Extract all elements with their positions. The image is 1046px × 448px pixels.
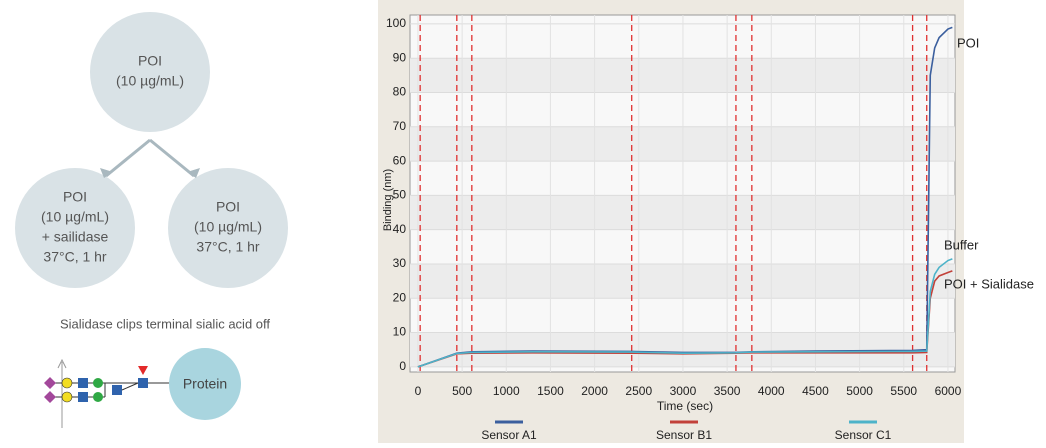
annotation: POI — [957, 35, 979, 50]
legend-label: Sensor B1 — [656, 428, 712, 442]
protein-label: Protein — [183, 376, 227, 392]
y-tick-label: 30 — [393, 256, 407, 270]
y-tick-label: 90 — [393, 50, 407, 64]
y-tick-label: 40 — [393, 222, 407, 236]
x-tick-label: 1000 — [493, 384, 520, 398]
legend-label: Sensor C1 — [835, 428, 892, 442]
node-text: POI — [216, 199, 240, 215]
x-tick-label: 3500 — [714, 384, 741, 398]
node-text: (10 µg/mL) — [116, 73, 184, 89]
x-tick-label: 5500 — [890, 384, 917, 398]
series-line — [417, 258, 953, 368]
y-tick-label: 100 — [386, 16, 406, 30]
y-axis-label: Binding (nm) — [382, 169, 394, 231]
diagram: POI (10 µg/mL) POI (10 µg/mL) + sailidas… — [15, 12, 288, 428]
x-tick-label: 3000 — [670, 384, 697, 398]
protein — [169, 348, 241, 420]
node-text: POI — [138, 53, 162, 69]
node-left — [15, 168, 135, 288]
y-tick-label: 0 — [399, 359, 406, 373]
node-top — [90, 12, 210, 132]
legend-label: Sensor A1 — [481, 428, 537, 442]
arrows — [105, 138, 195, 178]
x-tick-label: 2000 — [581, 384, 608, 398]
x-tick-label: 6000 — [935, 384, 962, 398]
y-tick-label: 70 — [393, 119, 407, 133]
x-tick-label: 5000 — [846, 384, 873, 398]
y-tick-label: 60 — [393, 153, 407, 167]
y-tick-label: 20 — [393, 290, 407, 304]
node-text: 37°C, 1 hr — [196, 239, 260, 255]
x-axis-label: Time (sec) — [657, 399, 713, 413]
node-text: POI — [63, 189, 87, 205]
y-tick-label: 80 — [393, 85, 407, 99]
node-text: (10 µg/mL) — [41, 209, 109, 225]
caption: Sialidase clips terminal sialic acid off — [60, 316, 270, 331]
x-tick-label: 0 — [415, 384, 422, 398]
x-tick-label: 1500 — [537, 384, 564, 398]
node-right — [168, 168, 288, 288]
glycan — [44, 358, 175, 428]
annotation: Buffer — [944, 237, 979, 252]
x-tick-label: 500 — [452, 384, 472, 398]
annotation: POI + Sialidase — [944, 276, 1034, 291]
node-text: 37°C, 1 hr — [43, 249, 107, 265]
x-tick-label: 4500 — [802, 384, 829, 398]
series-line — [417, 270, 953, 368]
y-tick-label: 10 — [393, 325, 407, 339]
node-text: (10 µg/mL) — [194, 219, 262, 235]
x-tick-label: 2500 — [625, 384, 652, 398]
y-tick-label: 50 — [393, 188, 407, 202]
node-text: + sailidase — [42, 229, 109, 245]
x-tick-label: 4000 — [758, 384, 785, 398]
